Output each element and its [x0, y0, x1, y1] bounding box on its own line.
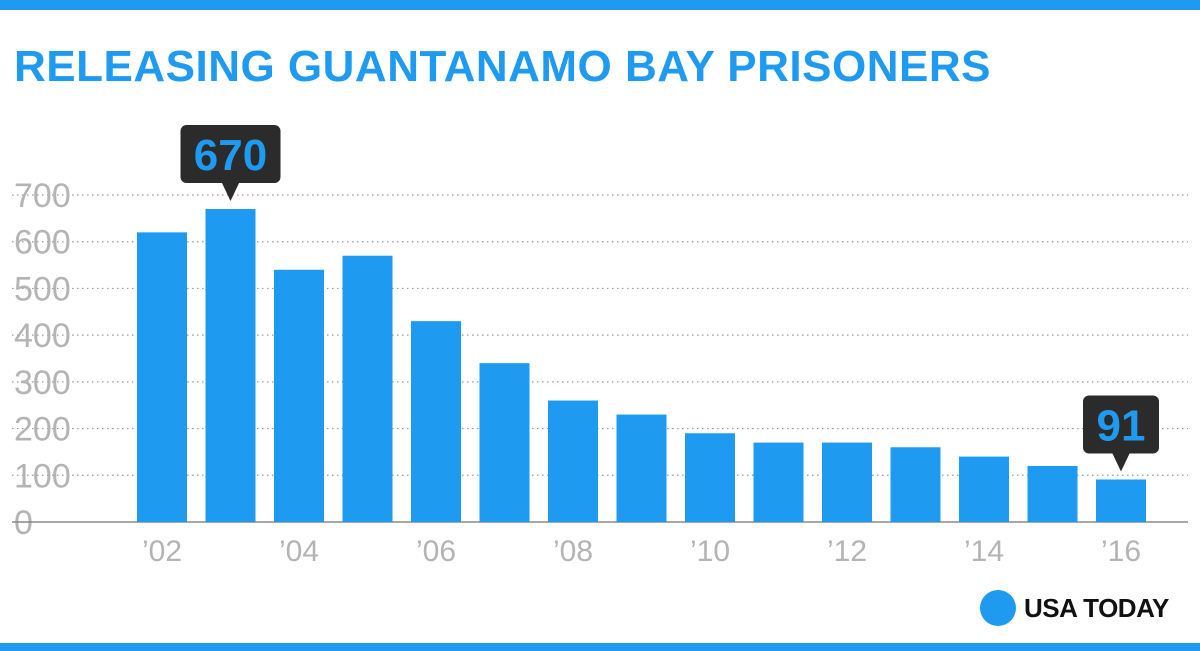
- x-tick-label: ’16: [1101, 535, 1141, 568]
- chart-title: RELEASING GUANTANAMO BAY PRISONERS: [14, 42, 991, 91]
- bar: [685, 433, 735, 522]
- callout-pointer: [221, 182, 240, 202]
- x-tick-label: ’02: [142, 535, 182, 568]
- callout-label: 91: [1097, 401, 1146, 450]
- bar: [890, 447, 941, 522]
- y-tick-label: 400: [14, 317, 71, 355]
- callout-box: [180, 125, 281, 184]
- brand-name: USA TODAY: [1024, 592, 1169, 623]
- brand-logo: USA TODAY: [980, 588, 1169, 628]
- y-tick-label: 500: [14, 270, 71, 308]
- bar: [616, 414, 667, 522]
- y-tick-label: 600: [14, 224, 71, 262]
- bar: [479, 363, 530, 522]
- bar: [205, 209, 256, 522]
- bar: [959, 456, 1009, 522]
- callout-label: 670: [194, 131, 267, 180]
- bar: [1027, 465, 1078, 522]
- bar: [753, 442, 804, 522]
- y-tick-label: 300: [14, 364, 71, 402]
- x-tick-label: ’06: [416, 535, 456, 568]
- y-tick-label: 0: [14, 504, 33, 542]
- x-tick-label: ’12: [827, 535, 867, 568]
- y-tick-label: 700: [14, 177, 71, 215]
- bar: [822, 442, 872, 522]
- x-tick-label: ’08: [553, 535, 593, 568]
- bottom-rule: [0, 643, 1200, 651]
- bar: [548, 400, 598, 522]
- bar: [137, 232, 187, 522]
- y-tick-label: 200: [14, 411, 71, 449]
- bar: [274, 269, 324, 522]
- x-tick-label: ’10: [690, 535, 730, 568]
- x-tick-label: ’14: [964, 535, 1004, 568]
- top-rule: [0, 0, 1200, 10]
- y-tick-label: 100: [14, 457, 71, 495]
- bar: [1096, 479, 1146, 522]
- bar: [411, 321, 461, 522]
- bar: [342, 255, 393, 522]
- brand-dot-icon: [980, 590, 1016, 626]
- callout-box: [1083, 395, 1159, 454]
- callout-pointer: [1112, 452, 1130, 472]
- x-tick-label: ’04: [279, 535, 319, 568]
